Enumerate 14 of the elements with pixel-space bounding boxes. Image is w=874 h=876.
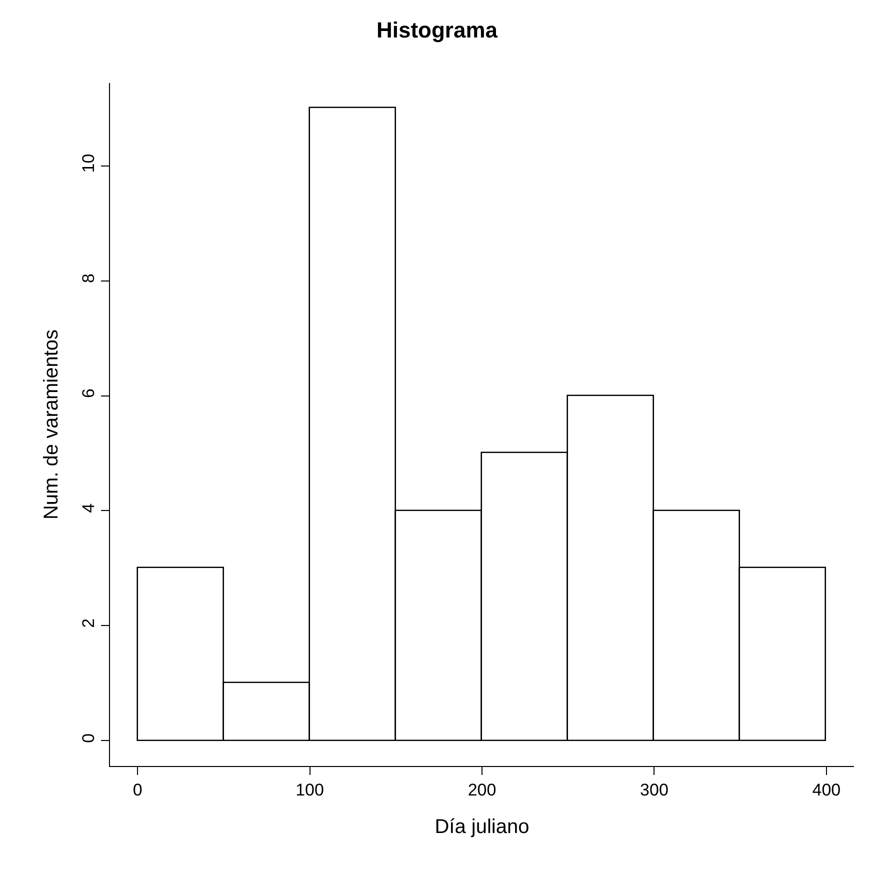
x-tick-label: 200	[468, 780, 496, 800]
y-tick-label: 8	[79, 273, 98, 283]
x-tick-label: 0	[132, 780, 142, 800]
y-tick-label: 0	[79, 733, 98, 743]
y-tick-label: 6	[79, 388, 98, 398]
y-tick-label: 2	[79, 618, 98, 628]
x-tick-label: 300	[640, 780, 668, 800]
x-tick-label: 400	[812, 780, 841, 800]
chart-title: Histograma	[376, 17, 498, 42]
y-axis-title: Num. de varamientos	[40, 329, 63, 520]
y-tick-label: 4	[79, 503, 98, 513]
x-axis-title: Día juliano	[434, 816, 530, 838]
y-tick-label: 10	[79, 154, 98, 173]
x-tick-label: 100	[296, 780, 324, 800]
